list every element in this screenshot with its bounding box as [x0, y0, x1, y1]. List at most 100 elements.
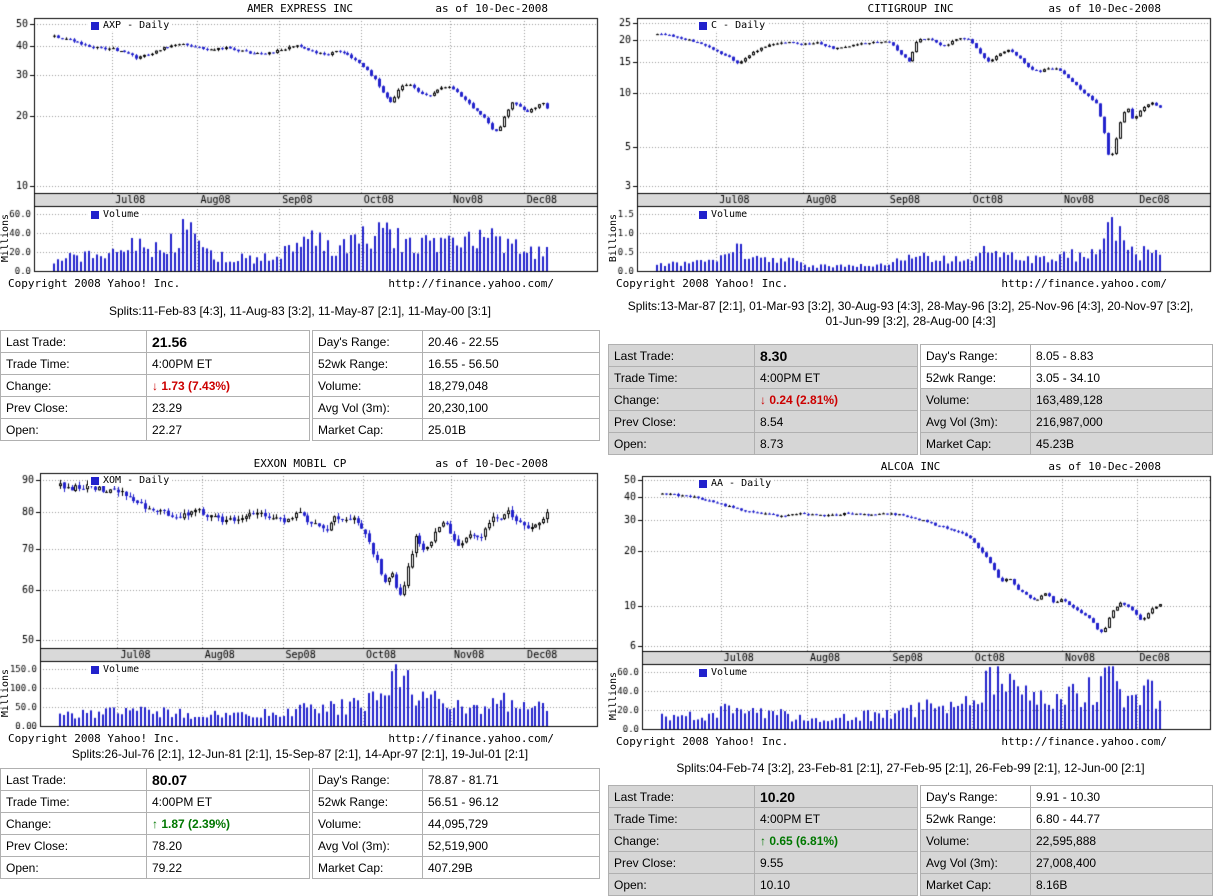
quote-row: Day's Range: 78.87 - 81.71: [312, 768, 600, 791]
quote-row: 52wk Range: 6.80 - 44.77: [920, 807, 1213, 830]
chart-header: AMER EXPRESS INC as of 10-Dec-2008: [0, 2, 600, 16]
chart-footer: Copyright 2008 Yahoo! Inc. http://financ…: [616, 277, 1167, 290]
volume-axis-unit: Billions: [608, 213, 619, 263]
legend-swatch-icon: [91, 21, 99, 30]
quote-value: 27,008,400: [1030, 851, 1213, 874]
quote-value: 10.20: [754, 785, 918, 808]
candlestick-volume-chart: [608, 458, 1213, 732]
quote-table-right: Day's Range: 20.46 - 22.55 52wk Range: 16.5…: [312, 330, 600, 441]
quote-label: 52wk Range:: [920, 366, 1031, 389]
quote-table-left: Last Trade: 21.56 Trade Time: 4:00PM ET Chan…: [0, 330, 310, 441]
stock-panel-xom: EXXON MOBIL CP as of 10-Dec-2008 XOM - D…: [0, 455, 600, 894]
volume-series-legend: Volume: [88, 209, 143, 220]
volume-legend-label: Volume: [103, 664, 140, 675]
stock-chart: ALCOA INC as of 10-Dec-2008 AA - Daily V…: [608, 458, 1213, 750]
chart-footer: Copyright 2008 Yahoo! Inc. http://financ…: [616, 735, 1167, 748]
quote-label: Day's Range:: [312, 330, 423, 353]
volume-legend-label: Volume: [711, 667, 748, 678]
quote-value: 8.05 - 8.83: [1030, 344, 1213, 367]
quote-value: 78.87 - 81.71: [422, 768, 600, 791]
quote-label: Change:: [608, 388, 755, 411]
quote-label: Volume:: [920, 388, 1031, 411]
chart-copyright: Copyright 2008 Yahoo! Inc.: [616, 735, 789, 748]
quote-value: 216,987,000: [1030, 410, 1213, 433]
stock-panel-c: CITIGROUP INC as of 10-Dec-2008 C - Dail…: [608, 0, 1213, 458]
legend-swatch-icon: [699, 668, 707, 677]
quote-value: 8.54: [754, 410, 918, 433]
chart-copyright: Copyright 2008 Yahoo! Inc.: [8, 732, 181, 745]
legend-swatch-icon: [91, 665, 99, 674]
quote-row: Day's Range: 9.91 - 10.30: [920, 785, 1213, 808]
quote-row: Open: 22.27: [0, 418, 310, 441]
quote-value: 8.30: [754, 344, 918, 367]
price-legend-label: AA - Daily: [711, 478, 772, 489]
volume-series-legend: Volume: [88, 664, 143, 675]
price-legend-label: XOM - Daily: [103, 475, 170, 486]
candlestick-volume-chart: [0, 455, 600, 729]
stock-panel-axp: AMER EXPRESS INC as of 10-Dec-2008 AXP -…: [0, 0, 600, 455]
quote-label: Volume:: [312, 812, 423, 835]
quote-label: Change:: [608, 829, 755, 852]
quote-row: Trade Time: 4:00PM ET: [0, 790, 310, 813]
quote-row: Change: ↓ 0.24 (2.81%): [608, 388, 918, 411]
quote-table-right: Day's Range: 9.91 - 10.30 52wk Range: 6.80 …: [920, 785, 1213, 896]
quote-label: Last Trade:: [0, 768, 147, 791]
price-series-legend: AXP - Daily: [88, 20, 173, 31]
quote-value: ↑ 1.87 (2.39%): [146, 812, 310, 835]
quote-value: 21.56: [146, 330, 310, 353]
quote-table-left: Last Trade: 80.07 Trade Time: 4:00PM ET Chan…: [0, 768, 310, 879]
chart-asof-date: as of 10-Dec-2008: [435, 457, 548, 470]
quote-value: 16.55 - 56.50: [422, 352, 600, 375]
volume-series-legend: Volume: [696, 209, 751, 220]
quote-label: Avg Vol (3m):: [920, 410, 1031, 433]
chart-header: ALCOA INC as of 10-Dec-2008: [608, 460, 1213, 474]
price-series-legend: AA - Daily: [696, 478, 775, 489]
price-legend-label: C - Daily: [711, 20, 766, 31]
quote-value: 20.46 - 22.55: [422, 330, 600, 353]
quote-table-left: Last Trade: 10.20 Trade Time: 4:00PM ET Chan…: [608, 785, 918, 896]
quote-label: Last Trade:: [608, 785, 755, 808]
quote-value: 163,489,128: [1030, 388, 1213, 411]
volume-axis-unit: Millions: [0, 668, 11, 718]
quote-value: ↓ 1.73 (7.43%): [146, 374, 310, 397]
volume-legend-label: Volume: [711, 209, 748, 220]
quote-label: 52wk Range:: [312, 790, 423, 813]
splits-history: Splits:04-Feb-74 [3:2], 23-Feb-81 [2:1],…: [676, 761, 1145, 775]
splits-history: Splits:11-Feb-83 [4:3], 11-Aug-83 [3:2],…: [109, 304, 491, 318]
quote-table-right: Day's Range: 78.87 - 81.71 52wk Range: 56.5…: [312, 768, 600, 879]
quote-label: Day's Range:: [312, 768, 423, 791]
quote-row: Last Trade: 80.07: [0, 768, 310, 791]
splits-history: Splits:26-Jul-76 [2:1], 12-Jun-81 [2:1],…: [71, 747, 529, 761]
quote-value: 4:00PM ET: [754, 807, 918, 830]
quote-row: Market Cap: 25.01B: [312, 418, 600, 441]
quote-value: 44,095,729: [422, 812, 600, 835]
quote-row: Volume: 44,095,729: [312, 812, 600, 835]
stock-panel-aa: ALCOA INC as of 10-Dec-2008 AA - Daily V…: [608, 458, 1213, 896]
quote-label: Trade Time:: [0, 790, 147, 813]
legend-swatch-icon: [699, 21, 707, 30]
quote-value: 78.20: [146, 834, 310, 857]
quote-row: Volume: 18,279,048: [312, 374, 600, 397]
chart-asof-date: as of 10-Dec-2008: [435, 2, 548, 15]
quote-row: Avg Vol (3m): 20,230,100: [312, 396, 600, 419]
quote-label: Prev Close:: [0, 396, 147, 419]
volume-series-legend: Volume: [696, 667, 751, 678]
legend-swatch-icon: [699, 210, 707, 219]
volume-axis-unit: Millions: [608, 671, 619, 721]
quote-row: Open: 79.22: [0, 856, 310, 879]
quote-table-right: Day's Range: 8.05 - 8.83 52wk Range: 3.05 -…: [920, 344, 1213, 455]
quote-row: Prev Close: 23.29: [0, 396, 310, 419]
quote-label: Day's Range:: [920, 785, 1031, 808]
price-legend-label: AXP - Daily: [103, 20, 170, 31]
quote-value: 9.55: [754, 851, 918, 874]
quote-row: Prev Close: 8.54: [608, 410, 918, 433]
price-series-legend: C - Daily: [696, 20, 769, 31]
quote-row: Trade Time: 4:00PM ET: [0, 352, 310, 375]
quote-label: Market Cap:: [920, 432, 1031, 455]
quote-label: Avg Vol (3m):: [312, 396, 423, 419]
legend-swatch-icon: [91, 210, 99, 219]
quote-row: 52wk Range: 56.51 - 96.12: [312, 790, 600, 813]
quote-value: 9.91 - 10.30: [1030, 785, 1213, 808]
quote-label: Prev Close:: [0, 834, 147, 857]
